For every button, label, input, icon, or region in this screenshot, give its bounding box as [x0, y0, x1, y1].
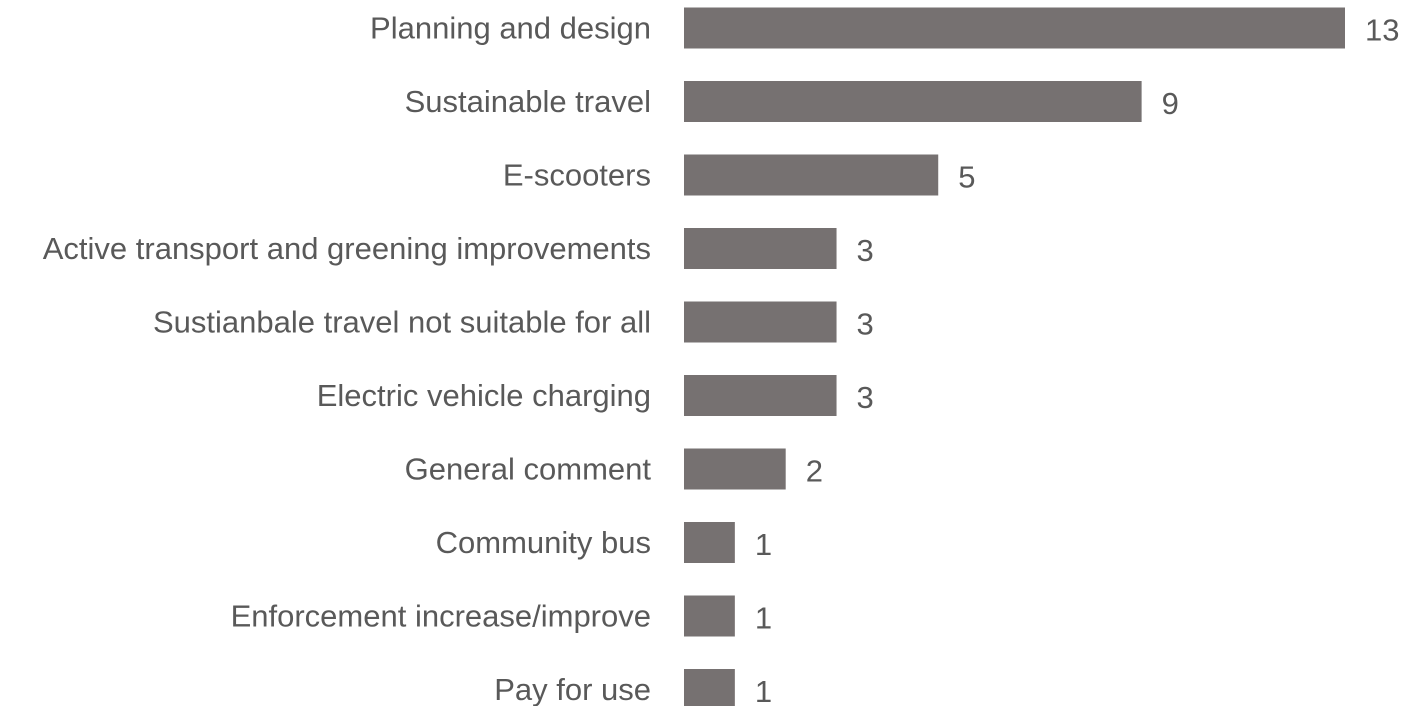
bar — [684, 449, 786, 490]
category-label: Sustainable travel — [405, 84, 651, 119]
value-label: 1 — [755, 601, 772, 636]
value-label: 2 — [806, 454, 823, 489]
category-label: E-scooters — [503, 158, 651, 193]
category-label: Electric vehicle charging — [317, 378, 651, 413]
bar — [684, 596, 735, 637]
value-label: 3 — [857, 233, 874, 268]
bar — [684, 522, 735, 563]
category-label: Sustianbale travel not suitable for all — [153, 305, 651, 340]
value-label: 9 — [1162, 86, 1179, 121]
bars — [684, 8, 1345, 707]
value-label: 13 — [1365, 13, 1399, 48]
category-label: Enforcement increase/improve — [231, 599, 651, 634]
category-labels: Planning and design Sustainable travel E-s… — [43, 11, 652, 707]
bar — [684, 81, 1142, 122]
value-label: 5 — [958, 160, 975, 195]
category-label: Pay for use — [494, 672, 651, 706]
category-label: General comment — [405, 452, 652, 487]
value-label: 1 — [755, 674, 772, 706]
value-label: 3 — [857, 307, 874, 342]
category-label: Community bus — [436, 525, 651, 560]
category-label: Planning and design — [370, 11, 651, 46]
value-label: 3 — [857, 380, 874, 415]
bar — [684, 8, 1345, 49]
bar — [684, 669, 735, 706]
bar — [684, 302, 837, 343]
category-label: Active transport and greening improvemen… — [43, 231, 651, 266]
bar — [684, 155, 938, 196]
bar — [684, 375, 837, 416]
value-label: 1 — [755, 527, 772, 562]
bar — [684, 228, 837, 269]
